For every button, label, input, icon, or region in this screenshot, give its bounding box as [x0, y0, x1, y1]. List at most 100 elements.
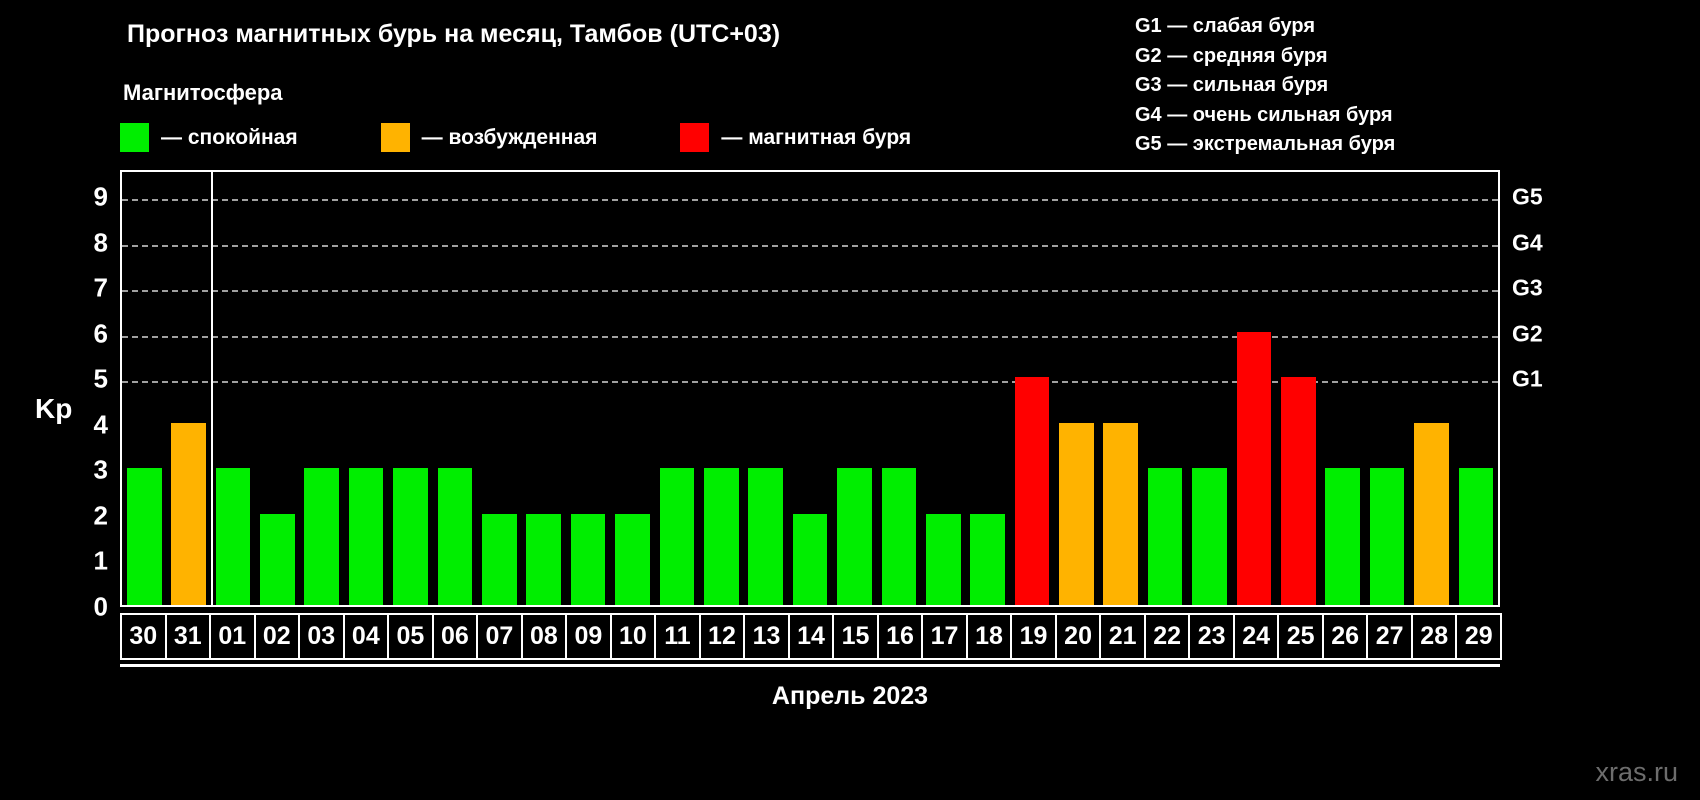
date-label-12: 12 [698, 613, 746, 660]
watermark: xras.ru [1595, 757, 1678, 787]
legend-item-calm: — спокойная [120, 123, 298, 152]
bar-cell [1010, 172, 1054, 605]
bar-day-08 [526, 513, 562, 605]
bar-cell [1409, 172, 1453, 605]
gridline-kp-8 [122, 244, 1498, 247]
legend-label-unsettled: — возбужденная [421, 125, 598, 149]
date-label-15: 15 [832, 613, 879, 660]
date-label-14: 14 [787, 613, 835, 660]
legend-item-storm: — магнитная буря [680, 123, 911, 152]
axis-baseline [120, 664, 1500, 667]
bar-cell [211, 172, 255, 605]
magnetosphere-legend: — спокойная — возбужденная — магнитная б… [120, 123, 911, 152]
bar-day-24 [1236, 331, 1272, 605]
bar-day-23 [1192, 468, 1227, 605]
date-label-21: 21 [1099, 613, 1146, 660]
date-label-29: 29 [1455, 613, 1502, 660]
date-label-11: 11 [654, 613, 701, 660]
date-label-31: 31 [164, 613, 212, 660]
date-label-02: 02 [253, 613, 301, 660]
bar-cell [1365, 172, 1409, 605]
bar-cell [655, 172, 699, 605]
bar-cell [433, 172, 477, 605]
bar-cell [965, 172, 1009, 605]
gridline-kp-7 [122, 290, 1498, 293]
bar-day-12 [703, 468, 739, 605]
date-label-30: 30 [120, 613, 167, 660]
date-label-08: 08 [520, 613, 568, 660]
g-scale-line-5: G5 — экстремальная буря [1135, 133, 1396, 155]
date-label-09: 09 [565, 613, 612, 660]
date-label-01: 01 [209, 613, 256, 660]
g-scale-line-1: G1 — слабая буря [1135, 15, 1316, 37]
bar-cell [788, 172, 832, 605]
date-label-20: 20 [1054, 613, 1102, 660]
bar-cell [300, 172, 344, 605]
date-label-03: 03 [298, 613, 345, 660]
bars-container [122, 172, 1498, 605]
date-label-18: 18 [965, 613, 1013, 660]
bar-day-04 [348, 468, 384, 605]
date-label-27: 27 [1366, 613, 1413, 660]
bar-cell [166, 172, 210, 605]
g-tick-label-G4: G4 [1512, 229, 1543, 256]
y-tick-label-0: 0 [93, 591, 108, 622]
g-tick-label-G3: G3 [1512, 274, 1543, 301]
bar-cell [388, 172, 432, 605]
y-tick-label-1: 1 [93, 545, 108, 576]
gridline-kp-6 [122, 335, 1498, 338]
bar-cell [610, 172, 654, 605]
date-label-13: 13 [743, 613, 790, 660]
bar-day-16 [881, 468, 917, 605]
bar-cell [1232, 172, 1276, 605]
bar-day-30 [126, 468, 162, 605]
date-label-07: 07 [476, 613, 523, 660]
date-label-10: 10 [609, 613, 657, 660]
y-tick-label-3: 3 [93, 454, 108, 485]
g-tick-label-G2: G2 [1512, 320, 1543, 347]
date-label-23: 23 [1188, 613, 1235, 660]
bar-day-25 [1281, 377, 1316, 605]
bar-cell [1321, 172, 1365, 605]
date-label-26: 26 [1321, 613, 1369, 660]
g-scale-line-2: G2 — средняя буря [1135, 44, 1328, 67]
bar-day-27 [1369, 468, 1405, 605]
y-tick-label-7: 7 [93, 272, 108, 303]
magnetosphere-heading: Магнитосфера [123, 80, 283, 105]
g-scale-legend: G1 — слабая буря G2 — средняя буря G3 — си… [1135, 12, 1395, 160]
date-label-16: 16 [876, 613, 924, 660]
bar-day-15 [837, 468, 872, 605]
bar-day-05 [393, 468, 428, 605]
bar-cell [1143, 172, 1187, 605]
y-tick-label-8: 8 [93, 227, 108, 258]
date-label-22: 22 [1143, 613, 1191, 660]
bar-cell [477, 172, 521, 605]
g-tick-label-G5: G5 [1512, 183, 1543, 210]
bar-day-29 [1458, 468, 1494, 605]
bar-cell [743, 172, 787, 605]
bar-day-22 [1147, 468, 1183, 605]
date-label-04: 04 [342, 613, 390, 660]
date-label-24: 24 [1232, 613, 1280, 660]
y-axis-labels: 1 2 3 4 5 6 7 8 9 0 [60, 170, 180, 622]
g-axis-labels: G1 G2 G3 G4 G5 [1512, 170, 1572, 607]
bar-cell [832, 172, 876, 605]
bar-day-17 [925, 513, 961, 605]
bar-cell [1454, 172, 1498, 605]
bar-day-28 [1414, 422, 1449, 605]
legend-label-storm: — магнитная буря [721, 125, 912, 149]
gridline-kp-9 [122, 199, 1498, 202]
bar-cell [699, 172, 743, 605]
y-tick-label-9: 9 [93, 181, 108, 212]
bar-day-09 [570, 513, 606, 605]
plot-area [120, 170, 1500, 607]
bar-cell [921, 172, 965, 605]
date-axis: 30 31 01 02 03 04 05 06 07 08 09 10 11 12 13 14 15 16 17 18… [120, 613, 1502, 660]
bar-cell [255, 172, 299, 605]
bar-cell [1187, 172, 1231, 605]
legend-swatch-storm-icon [680, 123, 710, 152]
bar-day-13 [748, 468, 783, 605]
bar-day-02 [260, 513, 295, 605]
y-tick-label-4: 4 [93, 409, 108, 440]
